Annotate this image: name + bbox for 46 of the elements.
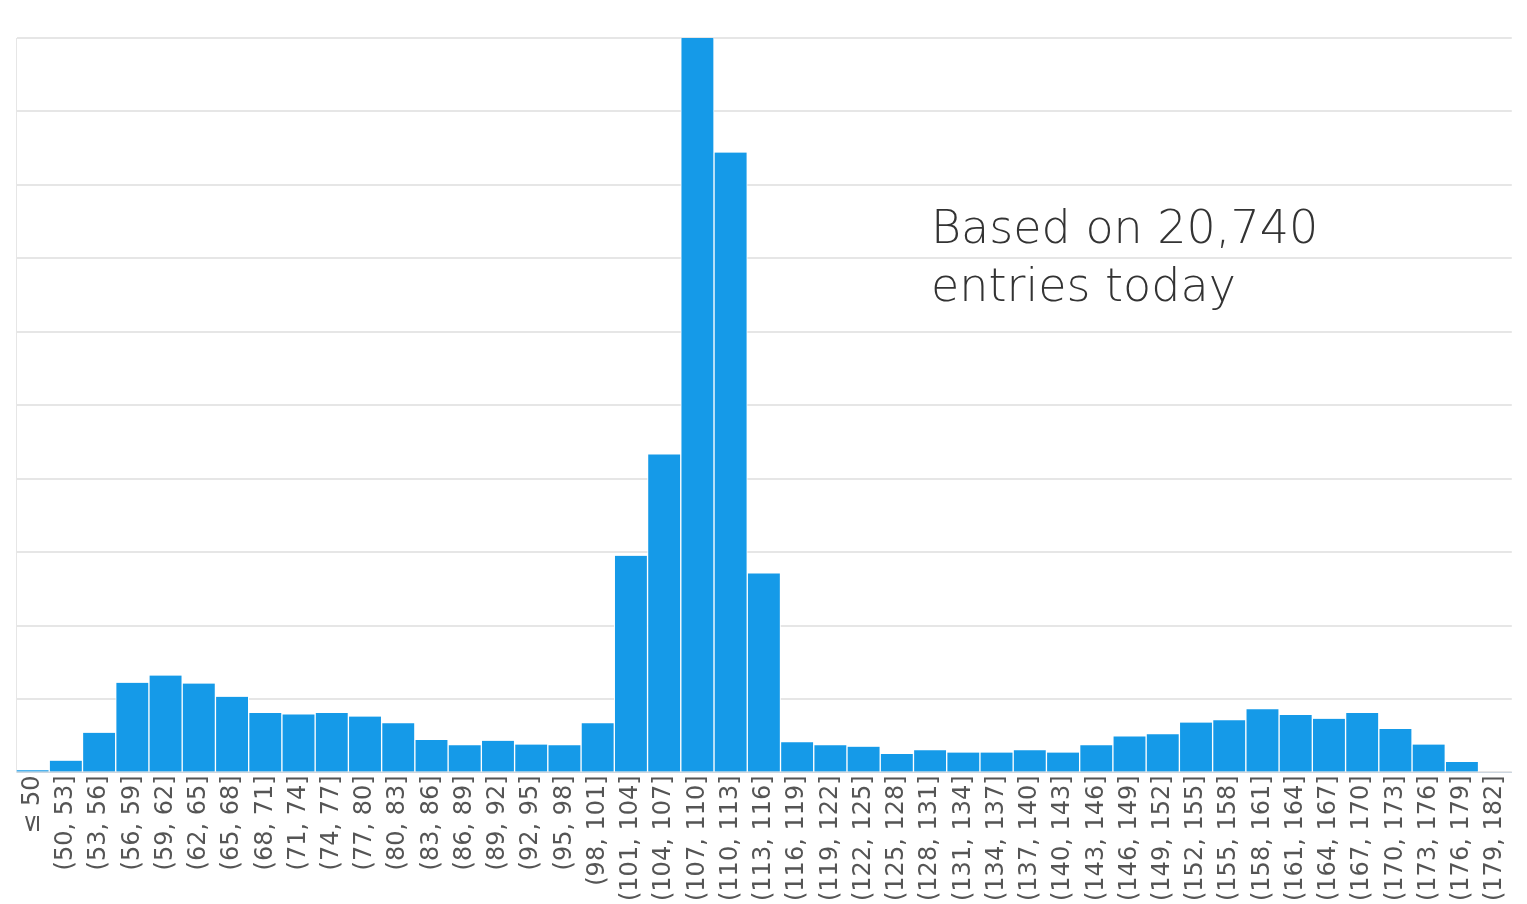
x-tick-label: (122, 125] — [847, 775, 876, 902]
x-tick-label: (149, 152] — [1147, 775, 1175, 902]
x-tick-label: (53, 56] — [83, 775, 112, 871]
x-tick-label: (134, 137] — [980, 775, 1009, 902]
x-tick-label: (110, 113] — [714, 775, 743, 902]
x-tick-label: (77, 80] — [349, 775, 378, 871]
x-tick-label: (146, 149] — [1113, 775, 1142, 902]
x-tick-label: ≤ 50 — [16, 775, 45, 834]
x-tick-label: (143, 146] — [1080, 775, 1109, 902]
x-tick-label: (179, 182] — [1479, 775, 1508, 902]
x-tick-label: (80, 83] — [382, 775, 411, 871]
x-tick-label: (119, 122] — [814, 775, 843, 902]
x-tick-label: (89, 92] — [482, 775, 511, 871]
annotation: Based on 20,740 entries today — [931, 199, 1319, 312]
x-tick-label: (104, 107] — [648, 775, 677, 902]
x-tick-label: (74, 77] — [316, 775, 345, 871]
x-tick-label: (86, 89] — [448, 775, 477, 871]
x-tick-label: (59, 62] — [149, 775, 178, 871]
x-tick-label: (68, 71] — [249, 775, 278, 871]
x-tick-label: (113, 116] — [748, 775, 777, 902]
x-tick-label: (62, 65] — [183, 775, 212, 871]
x-tick-label: (164, 167] — [1313, 775, 1342, 902]
x-tick-label: (167, 170] — [1346, 775, 1375, 902]
x-tick-label: (158, 161] — [1246, 775, 1275, 902]
x-tick-label: (176, 179] — [1446, 775, 1475, 902]
x-tick-label: (140, 143] — [1047, 775, 1076, 902]
x-tick-label: (131, 134] — [947, 775, 976, 902]
x-tick-label: (56, 59] — [116, 775, 145, 871]
x-tick-label: (116, 119] — [781, 775, 810, 902]
x-tick-label: (152, 155] — [1180, 775, 1209, 902]
x-tick-label: (107, 110] — [681, 775, 710, 902]
x-tick-label: (170, 173] — [1379, 775, 1408, 902]
x-tick-label: (173, 176] — [1412, 775, 1441, 902]
x-tick-label: (155, 158] — [1213, 775, 1242, 902]
x-tick-label: (65, 68] — [216, 775, 245, 871]
x-tick-label: (161, 164] — [1279, 775, 1308, 902]
x-tick-label: (101, 104] — [615, 775, 644, 902]
x-tick-label: (137, 140] — [1014, 775, 1043, 902]
x-tick-label: (95, 98] — [548, 775, 577, 871]
x-tick-label: (71, 74] — [282, 775, 311, 871]
x-tick-label: (125, 128] — [881, 775, 910, 902]
x-tick-label: (98, 101] — [581, 775, 610, 886]
x-tick-label: (83, 86] — [415, 775, 444, 871]
x-tick-label: (92, 95] — [515, 775, 544, 871]
x-tick-label: (128, 131] — [914, 775, 943, 902]
x-tick-label: (50, 53] — [50, 775, 79, 871]
